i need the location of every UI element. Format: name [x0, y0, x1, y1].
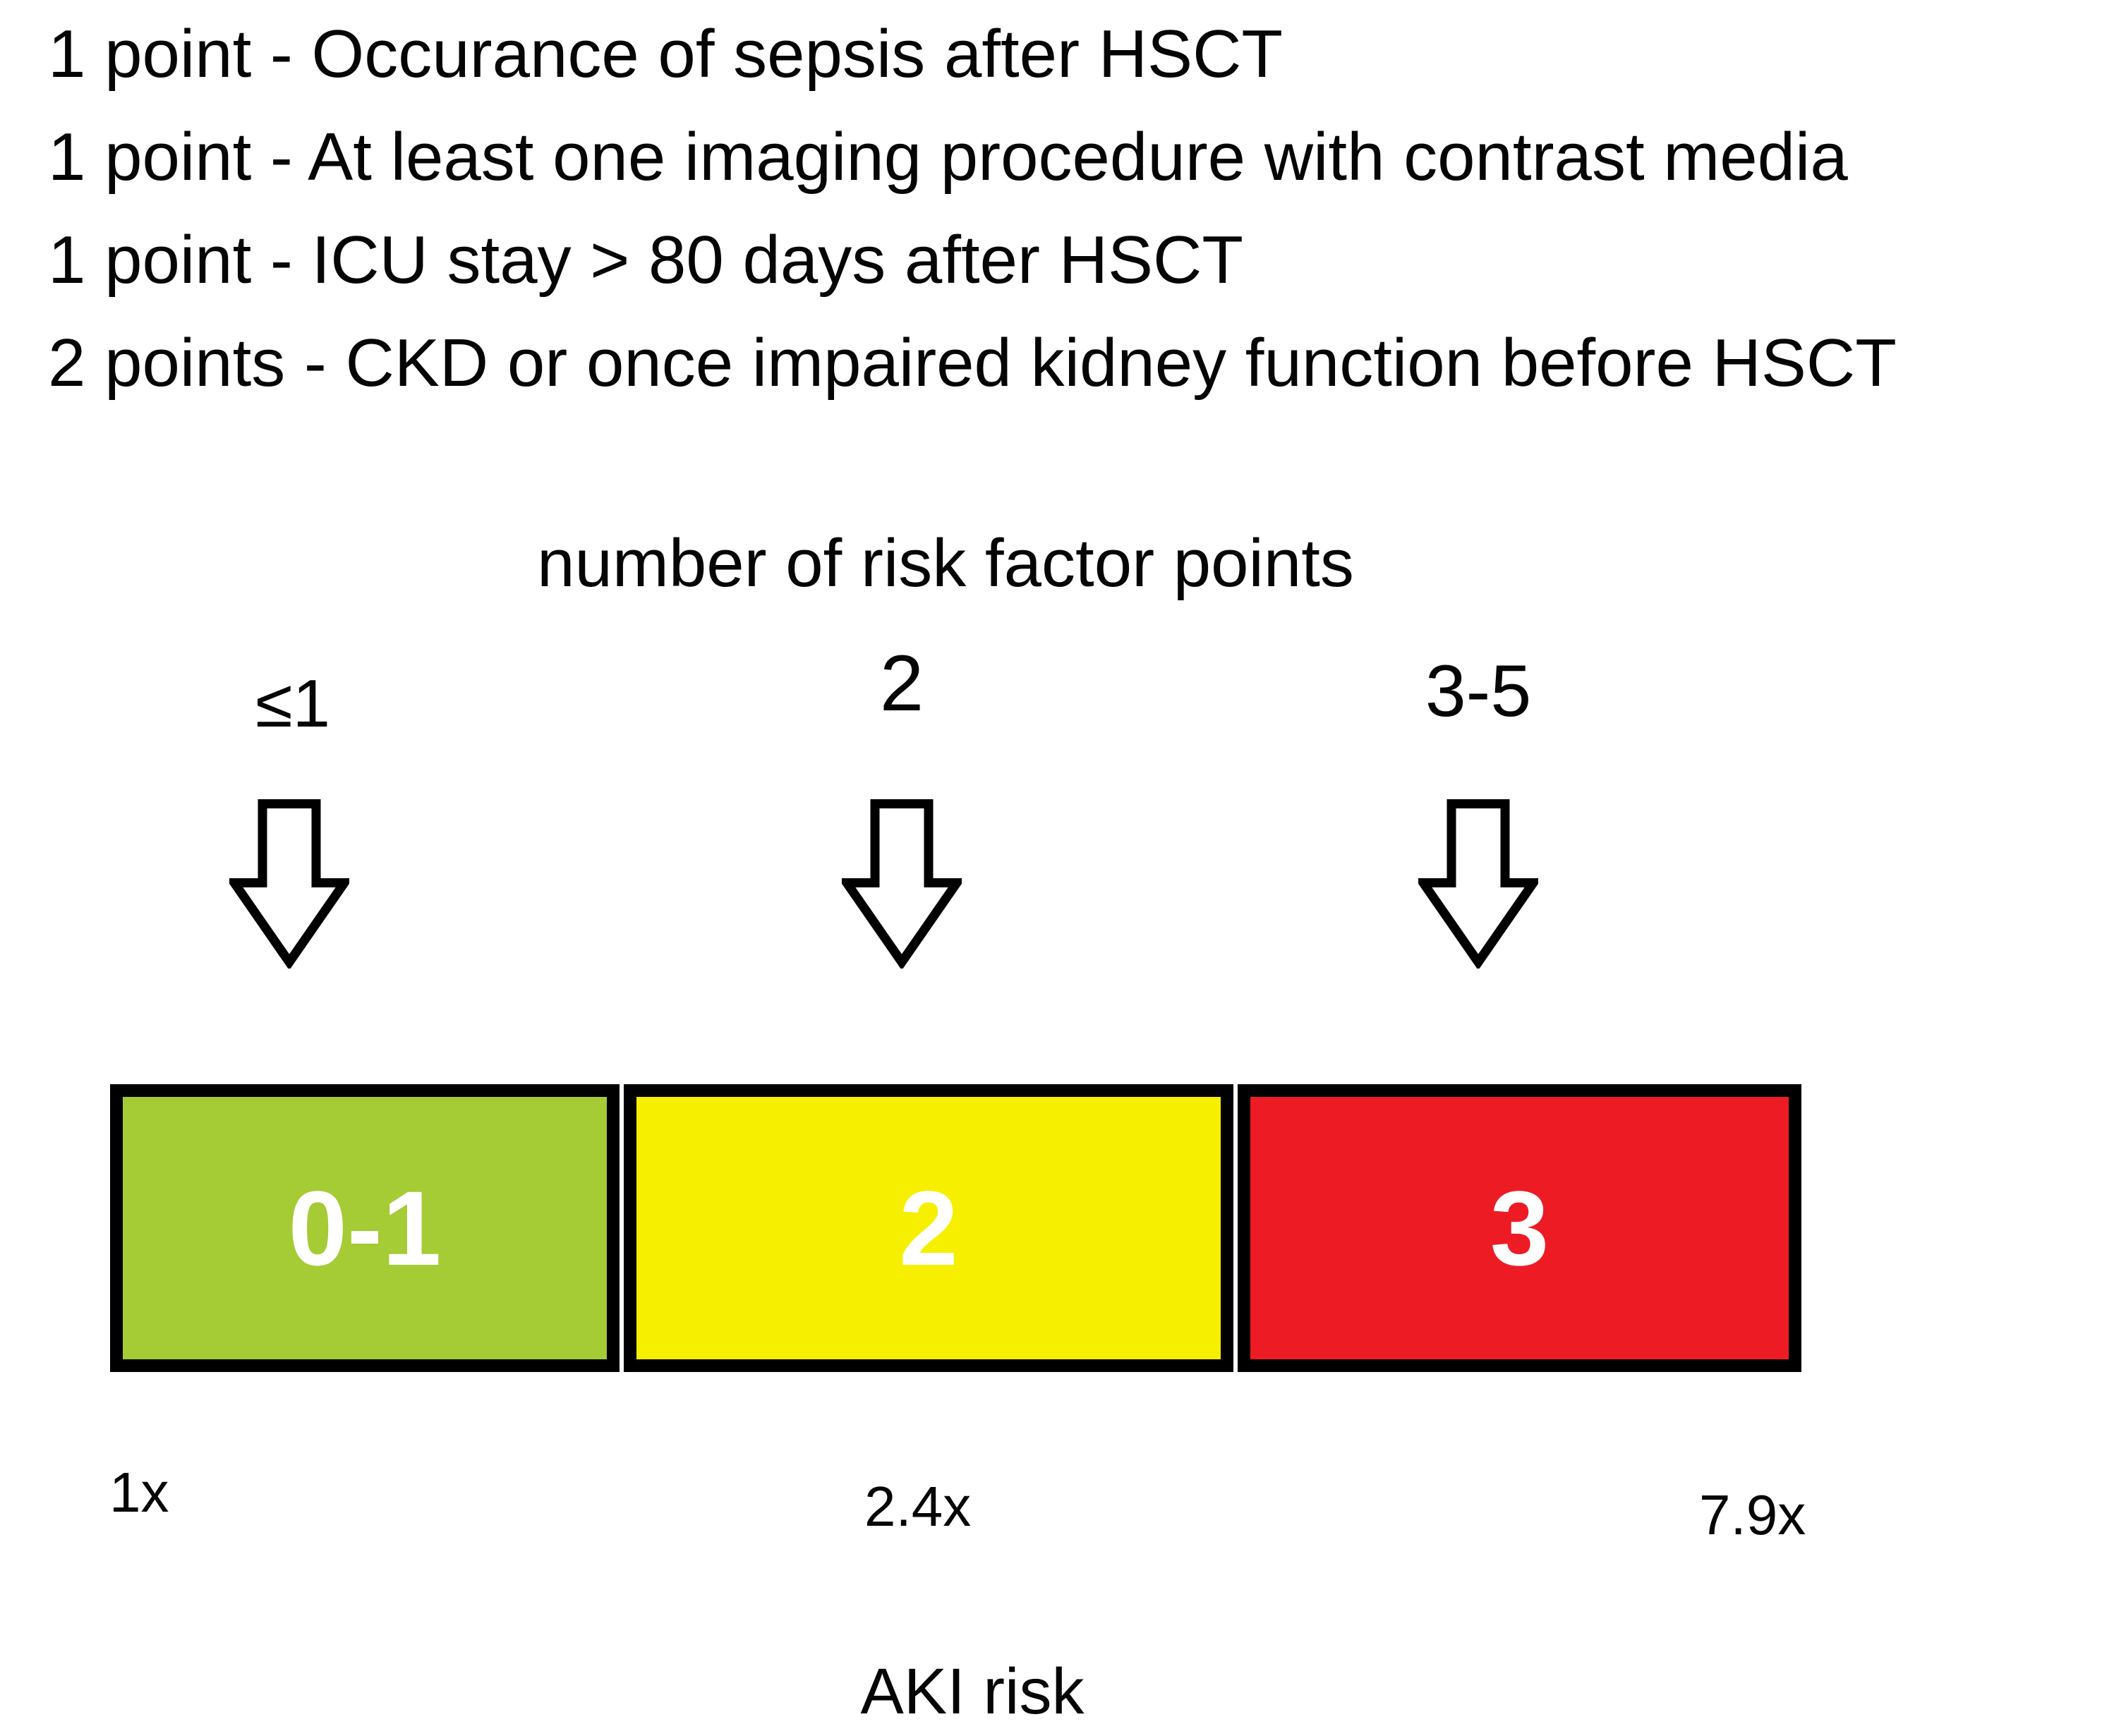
- risk-multiplier-high: 7.9x: [1699, 1483, 1806, 1546]
- bar-segment-low-risk: 0-1: [110, 1084, 620, 1372]
- risk-multiplier-medium: 2.4x: [864, 1475, 972, 1538]
- bar-segment-medium-risk: 2: [624, 1084, 1233, 1372]
- points-label-3-5: 3-5: [1425, 650, 1532, 732]
- down-arrow-icon: [842, 799, 962, 969]
- risk-factor-item: 1 point - At least one imaging procedure…: [48, 119, 1848, 195]
- bar-segment-label: 3: [1490, 1169, 1550, 1287]
- bar-segment-label: 0-1: [288, 1169, 442, 1287]
- risk-multiplier-low: 1x: [109, 1461, 169, 1524]
- down-arrow-icon: [229, 799, 349, 969]
- down-arrow-icon: [1418, 799, 1538, 969]
- risk-factor-item: 1 point - Occurance of sepsis after HSCT: [48, 16, 1283, 92]
- bar-segment-label: 2: [899, 1169, 958, 1287]
- points-label-le1: ≤1: [255, 666, 331, 741]
- risk-factor-list: 1 point - Occurance of sepsis after HSCT…: [48, 3, 2102, 415]
- aki-risk-axis-label: AKI risk: [860, 1656, 1085, 1728]
- risk-factor-item: 2 points - CKD or once impaired kidney f…: [48, 325, 1897, 401]
- bar-segment-high-risk: 3: [1238, 1084, 1801, 1372]
- axis-title: number of risk factor points: [537, 526, 1354, 601]
- points-label-2: 2: [879, 639, 924, 727]
- risk-factor-item: 1 point - ICU stay > 80 days after HSCT: [48, 222, 1244, 298]
